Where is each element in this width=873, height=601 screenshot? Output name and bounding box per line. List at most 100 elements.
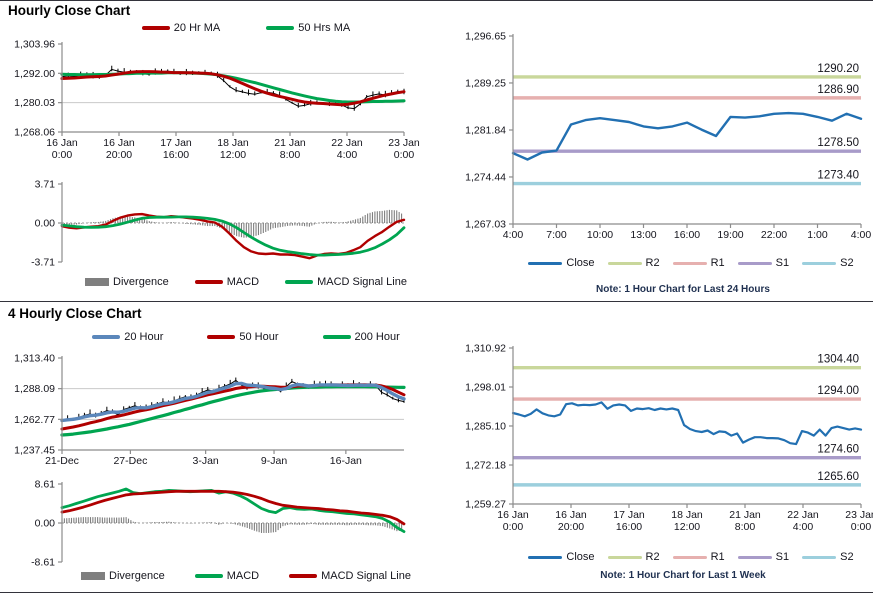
four-hourly-pivot-note: Note: 1 Hour Chart for Last 1 Week <box>600 570 766 581</box>
legend-item-s1: S1 <box>737 257 790 269</box>
legend-item-divergence: Divergence <box>85 276 169 288</box>
line-swatch-icon <box>194 280 223 284</box>
svg-text:17 Jan: 17 Jan <box>613 509 645 521</box>
svg-text:1,281.84: 1,281.84 <box>465 125 506 137</box>
four-hourly-macd-chart: 8.61 0.00 -8.61 <box>31 479 406 568</box>
legend-label: S1 <box>775 257 790 269</box>
legend-label: Divergence <box>109 570 165 582</box>
legend-label: MACD <box>226 276 260 288</box>
histogram-swatch-icon <box>85 278 110 286</box>
svg-text:1,262.77: 1,262.77 <box>14 414 55 426</box>
svg-text:7:00: 7:00 <box>546 229 567 241</box>
svg-text:21 Jan: 21 Jan <box>729 509 761 521</box>
line-swatch-icon <box>672 555 707 559</box>
svg-text:18 Jan: 18 Jan <box>217 137 249 149</box>
svg-text:1274.60: 1274.60 <box>817 444 859 456</box>
svg-text:1304.40: 1304.40 <box>817 354 859 366</box>
svg-text:17 Jan: 17 Jan <box>160 137 192 149</box>
svg-text:0.00: 0.00 <box>35 218 56 230</box>
svg-text:1,310.92: 1,310.92 <box>465 343 506 355</box>
legend-item-50-hour: 50 Hour <box>207 331 279 343</box>
legend-label: MACD Signal Line <box>321 570 411 582</box>
svg-text:16:00: 16:00 <box>674 229 700 241</box>
svg-text:1290.20: 1290.20 <box>817 63 859 75</box>
legend-item-r1: R1 <box>672 257 725 269</box>
svg-text:1294.00: 1294.00 <box>817 385 859 397</box>
hourly-close-legend: 20 Hr MA 50 Hrs MA <box>28 22 464 34</box>
four-hourly-pivot-legend: Close R2 R1 S1 S2 <box>473 551 873 563</box>
svg-text:22 Jan: 22 Jan <box>331 137 363 149</box>
legend-item-macd-signal-line: MACD Signal Line <box>285 276 407 288</box>
line-swatch-icon <box>322 334 351 340</box>
svg-text:23 Jan: 23 Jan <box>388 137 420 149</box>
legend-label: 200 Hour <box>354 331 400 343</box>
bottom-divider <box>0 592 873 593</box>
four-hourly-pivot-chart: 1304.40 1294.00 1274.60 1265.60 1,310.92 1,29… <box>465 343 873 534</box>
legend-label: 50 Hrs MA <box>298 22 351 34</box>
svg-text:16 Jan: 16 Jan <box>103 137 135 149</box>
svg-text:4:00: 4:00 <box>793 521 814 533</box>
legend-label: R2 <box>645 257 660 269</box>
line-swatch-icon <box>528 261 563 265</box>
legend-label: Close <box>566 257 595 269</box>
svg-text:0:00: 0:00 <box>394 149 415 161</box>
line-swatch-icon <box>737 555 772 559</box>
svg-text:16 Jan: 16 Jan <box>497 509 529 521</box>
legend-item-close: Close <box>528 551 595 563</box>
svg-text:1278.50: 1278.50 <box>817 137 859 149</box>
svg-text:1,259.27: 1,259.27 <box>465 499 506 511</box>
legend-item-s2: S2 <box>802 257 854 269</box>
line-swatch-icon <box>802 261 837 265</box>
line-swatch-icon <box>528 555 563 559</box>
legend-item-50-hrs-ma: 50 Hrs MA <box>266 22 350 34</box>
svg-text:1,289.25: 1,289.25 <box>465 77 506 89</box>
legend-item-divergence: Divergence <box>81 570 165 582</box>
svg-text:23 Jan: 23 Jan <box>845 509 873 521</box>
legend-item-r1: R1 <box>672 551 725 563</box>
line-swatch-icon <box>289 574 318 578</box>
svg-text:1,268.06: 1,268.06 <box>14 127 55 139</box>
legend-label: R1 <box>710 257 725 269</box>
hourly-pivot-legend: Close R2 R1 S1 S2 <box>473 257 873 269</box>
svg-text:4:00: 4:00 <box>503 229 524 241</box>
svg-text:8:00: 8:00 <box>280 149 301 161</box>
four-hourly-close-legend: 20 Hour 50 Hour 200 Hour <box>28 331 464 343</box>
hourly-pivot-chart: 1290.20 1286.90 1278.50 1273.40 1,296.65 1,28… <box>465 31 871 242</box>
svg-text:1273.40: 1273.40 <box>817 170 859 182</box>
hourly-pivot-note: Note: 1 Hour Chart for Last 24 Hours <box>596 284 770 295</box>
line-swatch-icon <box>607 261 642 265</box>
svg-text:20:00: 20:00 <box>558 521 584 533</box>
legend-label: S2 <box>840 551 854 563</box>
svg-text:1265.60: 1265.60 <box>817 471 859 483</box>
svg-text:1,274.44: 1,274.44 <box>465 171 506 183</box>
line-swatch-icon <box>207 334 236 340</box>
line-swatch-icon <box>607 555 642 559</box>
svg-text:1,292.00: 1,292.00 <box>14 68 55 80</box>
svg-text:13:00: 13:00 <box>630 229 656 241</box>
svg-text:1,237.45: 1,237.45 <box>14 445 55 457</box>
svg-text:20:00: 20:00 <box>106 149 132 161</box>
svg-text:1,280.03: 1,280.03 <box>14 97 55 109</box>
svg-text:16:00: 16:00 <box>616 521 642 533</box>
svg-text:3-Jan: 3-Jan <box>193 455 219 467</box>
legend-item-close: Close <box>528 257 595 269</box>
legend-label: 20 Hour <box>124 331 164 343</box>
legend-label: R2 <box>645 551 660 563</box>
hourly-close-chart-title: Hourly Close Chart <box>8 3 131 18</box>
line-swatch-icon <box>194 574 223 578</box>
legend-item-r2: R2 <box>607 257 660 269</box>
line-swatch-icon <box>802 555 837 559</box>
svg-text:10:00: 10:00 <box>587 229 613 241</box>
legend-label: MACD Signal Line <box>317 276 407 288</box>
histogram-swatch-icon <box>81 572 106 580</box>
legend-label: S1 <box>775 551 790 563</box>
svg-text:21-Dec: 21-Dec <box>45 455 79 467</box>
legend-item-s1: S1 <box>737 551 790 563</box>
legend-label: Divergence <box>113 276 169 288</box>
legend-label: S2 <box>840 257 854 269</box>
legend-item-macd: MACD <box>194 276 260 288</box>
line-swatch-icon <box>672 261 707 265</box>
legend-item-20-hr-ma: 20 Hr MA <box>141 22 220 34</box>
